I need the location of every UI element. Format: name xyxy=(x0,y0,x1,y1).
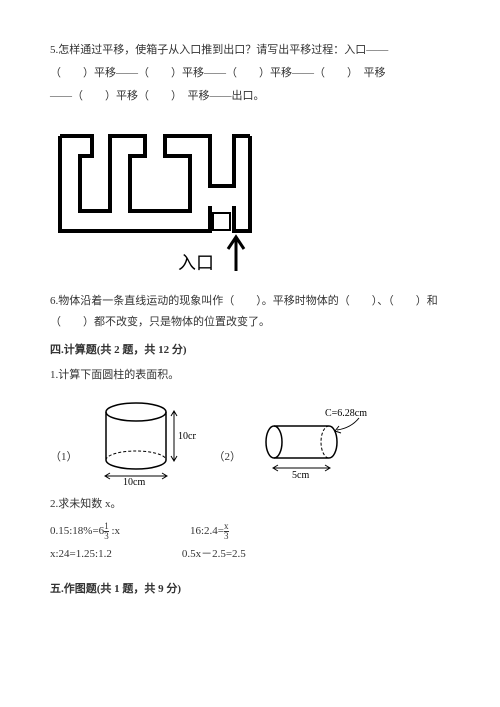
cylinder2-svg: C=6.28cm 5cm xyxy=(259,406,389,486)
eq-row-2: x:24=1.25:1.2 0.5x－2.5=2.5 xyxy=(50,544,450,565)
q6-text: 6.物体沿着一条直线运动的现象叫作（ ）。平移时物体的（ ）、（ ）和（ ）都不… xyxy=(50,291,450,333)
box-icon xyxy=(213,213,230,230)
section5-title: 五.作图题(共 1 题，共 9 分) xyxy=(50,579,450,600)
q5-line3: ——（ ）平移（ ） 平移——出口。 xyxy=(50,86,450,107)
maze-figure: 入口 xyxy=(50,121,450,281)
q5-line2: （ ）平移——（ ）平移——（ ）平移——（ ） 平移 xyxy=(50,63,450,84)
maze-svg: 入口 xyxy=(50,121,260,281)
svg-text:10cm: 10cm xyxy=(123,477,145,486)
svg-text:10cm: 10cm xyxy=(178,431,196,442)
eq2a: x:24=1.25:1.2 xyxy=(50,544,112,565)
eq-row-1: 0.15:18%=613 :x 16:2.4=x3 xyxy=(50,521,450,542)
q5-line1: 5.怎样通过平移，使箱子从入口推到出口？请写出平移过程：入口—— xyxy=(50,40,450,61)
cylinder1-svg: 10cm 10cm xyxy=(96,398,196,486)
section4-title: 四.计算题(共 2 题，共 12 分) xyxy=(50,340,450,361)
eq1a: 0.15:18%=613 :x xyxy=(50,521,120,542)
cylinders-row: （1） 10cm 10cm （2） C=6.28cm 5cm xyxy=(50,398,450,486)
s4-q2-text: 2.求未知数 x。 xyxy=(50,494,450,515)
entry-label: 入口 xyxy=(178,253,214,273)
eq2b: 0.5x－2.5=2.5 xyxy=(182,544,246,565)
cyl1-label: （1） xyxy=(50,447,78,486)
cyl2-label: （2） xyxy=(214,447,242,486)
svg-text:5cm: 5cm xyxy=(292,470,309,481)
svg-text:C=6.28cm: C=6.28cm xyxy=(325,408,367,419)
eq1b: 16:2.4=x3 xyxy=(190,521,229,542)
s4-q1-text: 1.计算下面圆柱的表面积。 xyxy=(50,365,450,386)
